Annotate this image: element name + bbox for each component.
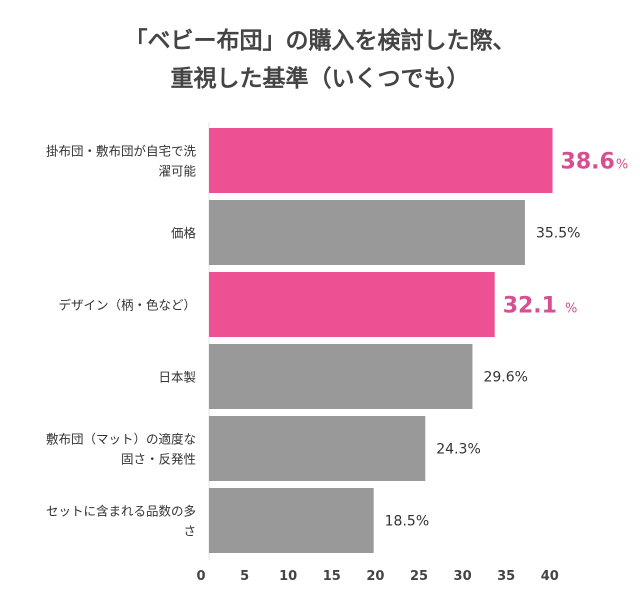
x-tick-label-35: 35 xyxy=(497,569,515,584)
category-label-6: さ xyxy=(183,524,196,539)
chart-title: 「ベビー布団」の購入を検討した際、 重視した基準（いくつでも） xyxy=(0,22,640,98)
bar-2 xyxy=(209,200,525,265)
x-tick-label-0: 0 xyxy=(196,569,205,584)
category-label-4: 日本製 xyxy=(158,370,196,385)
category-label-1: 濯可能 xyxy=(158,164,196,179)
x-tick-label-15: 15 xyxy=(323,569,341,584)
category-label-1: 掛布団・敷布団が自宅で洗 xyxy=(46,144,197,159)
value-label-6: 18.5% xyxy=(385,514,429,530)
x-tick-label-5: 5 xyxy=(240,569,249,584)
category-label-2: 価格 xyxy=(171,226,197,241)
chart-title-line-2: 重視した基準（いくつでも） xyxy=(170,66,470,92)
category-label-5: 固さ・反発性 xyxy=(121,452,196,467)
x-tick-label-40: 40 xyxy=(541,569,559,584)
category-label-6: セットに含まれる品数の多 xyxy=(46,504,196,519)
bar-4 xyxy=(209,344,473,409)
chart-title-line-1: 「ベビー布団」の購入を検討した際、 xyxy=(124,28,516,54)
value-label-1: 38.6% xyxy=(561,150,629,175)
bar-5 xyxy=(209,416,426,481)
value-label-5: 24.3% xyxy=(436,442,480,458)
value-label-4: 29.6% xyxy=(483,370,527,386)
value-label-3: 32.1% xyxy=(503,294,578,319)
bar-3 xyxy=(209,272,495,337)
x-tick-label-25: 25 xyxy=(410,569,428,584)
x-tick-label-10: 10 xyxy=(279,569,297,584)
value-label-2: 35.5% xyxy=(536,226,580,242)
category-label-5: 敷布団（マット）の適度な xyxy=(46,432,196,447)
x-tick-label-30: 30 xyxy=(454,569,472,584)
bar-1 xyxy=(209,128,553,193)
bar-6 xyxy=(209,488,374,553)
category-label-3: デザイン（柄・色など） xyxy=(58,298,196,313)
x-tick-label-20: 20 xyxy=(366,569,384,584)
